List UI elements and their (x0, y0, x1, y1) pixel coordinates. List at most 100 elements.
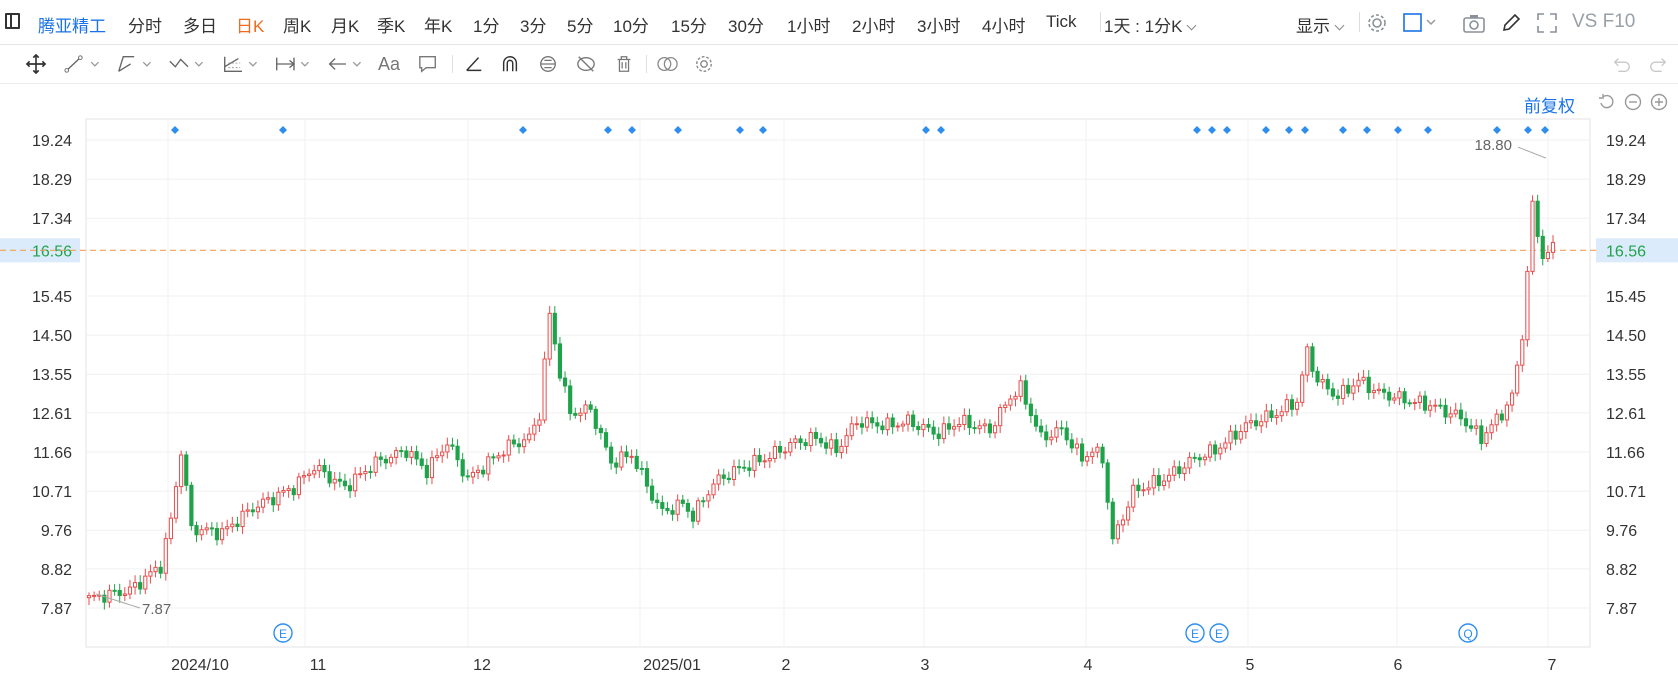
layout-box-icon[interactable] (1402, 12, 1438, 34)
candle-body (911, 414, 916, 427)
period-tab[interactable]: 3小时 (917, 17, 961, 36)
period-tab[interactable]: 5分 (567, 17, 594, 36)
vs-f10-label[interactable]: VS F10 (1572, 11, 1636, 32)
y-tick-label-left: 10.71 (32, 484, 72, 501)
x-tick-label: 2 (782, 657, 791, 674)
multi-period-select[interactable]: 1天 : 1分K (1104, 12, 1197, 37)
trash-icon[interactable] (612, 54, 636, 74)
y-tick-label-right: 17.34 (1606, 211, 1646, 228)
candle-body (491, 456, 496, 459)
candle-body (1325, 378, 1330, 390)
candle-body (583, 404, 588, 414)
candle-body (388, 456, 394, 464)
top-toolbar: 腾亚精工 分时 多日 日K 周K 月K 季K 年K 1分 3分 5分 10分 15分 30分 1小时 2小时… (0, 0, 1678, 45)
candle-body (844, 435, 849, 447)
price-adjust-label[interactable]: 前复权 (1524, 97, 1575, 116)
event-diamond-marker (279, 126, 287, 134)
channel-tool-icon[interactable] (114, 54, 158, 74)
undo-icon[interactable] (1610, 54, 1634, 74)
candle-body (905, 414, 911, 425)
settings-gear-icon[interactable] (1366, 12, 1388, 34)
arrow-tool-icon[interactable] (324, 54, 368, 74)
move-cross-icon[interactable] (24, 54, 48, 74)
period-tab[interactable]: 月K (331, 17, 360, 36)
camera-icon[interactable] (1462, 12, 1486, 34)
y-tick-label-right: 14.50 (1606, 328, 1646, 345)
fib-tool-icon[interactable] (220, 54, 264, 74)
candle-body (1535, 200, 1540, 237)
period-tab[interactable]: 1分 (473, 17, 500, 36)
candle-body (1161, 480, 1167, 486)
text-tool-icon[interactable]: Aa (378, 54, 401, 74)
candle-body (92, 594, 97, 597)
period-tab[interactable]: 3分 (520, 17, 547, 36)
period-tab[interactable]: 15分 (671, 17, 707, 36)
sidebar-toggle-icon[interactable] (5, 13, 20, 29)
candle-body (1146, 487, 1151, 491)
chart-area[interactable]: 19.24 19.24 18.29 18.29 17.34 17.34 16.56 16.56… (0, 90, 1678, 688)
wave-tool-icon[interactable] (166, 54, 210, 74)
period-tab[interactable]: 年K (424, 17, 453, 36)
comment-tool-icon[interactable] (416, 54, 440, 74)
candle-body (235, 523, 240, 528)
candle-body (783, 451, 788, 454)
candle-body (1023, 380, 1028, 405)
candle-body (798, 438, 803, 444)
candle-body (706, 494, 711, 502)
candle-body (1479, 425, 1484, 445)
measure-tool-icon[interactable] (272, 54, 316, 74)
candle-body (1110, 501, 1115, 540)
period-tab[interactable]: 30分 (728, 17, 764, 36)
candlestick-chart[interactable]: 19.24 19.24 18.29 18.29 17.34 17.34 16.56 16.56… (0, 90, 1678, 688)
candle-body (772, 446, 778, 459)
period-tab[interactable]: 季K (377, 17, 406, 36)
candle-body (1172, 466, 1177, 476)
candle-body (1248, 420, 1254, 424)
event-diamond-marker (604, 126, 612, 134)
period-tab[interactable]: 多日 (183, 17, 217, 36)
event-diamond-marker (171, 126, 179, 134)
overlay-compare-icon[interactable] (654, 54, 682, 74)
pencil-icon[interactable] (1500, 12, 1522, 34)
y-tick-label-left: 18.29 (32, 172, 72, 189)
period-tab[interactable]: 4小时 (982, 17, 1026, 36)
candle-body (204, 527, 209, 531)
candle-body (1166, 474, 1172, 482)
candle-body (179, 454, 184, 488)
zoom-out-icon[interactable] (1624, 93, 1642, 111)
angle-tool-icon[interactable] (462, 54, 486, 74)
y-tick-label-left: 19.24 (32, 133, 72, 150)
candle-body (619, 451, 624, 468)
redo-icon[interactable] (1646, 54, 1670, 74)
candle-body (122, 593, 127, 596)
lock-drawing-icon[interactable] (536, 54, 560, 74)
settings-gear-icon[interactable] (692, 54, 716, 74)
period-tab[interactable]: Tick (1046, 12, 1077, 31)
period-tab[interactable]: 10分 (613, 17, 649, 36)
candle-body (639, 467, 644, 470)
y-tick-label-left: 13.55 (32, 367, 72, 384)
period-tab[interactable]: 1小时 (787, 17, 831, 36)
reset-icon[interactable] (1598, 93, 1616, 111)
zoom-in-icon[interactable] (1650, 93, 1668, 111)
stock-name[interactable]: 腾亚精工 (38, 17, 106, 36)
toolbar-divider (452, 55, 453, 73)
period-tab[interactable]: 2小时 (852, 17, 896, 36)
display-menu[interactable]: 显示 (1296, 12, 1345, 37)
candle-body (455, 445, 460, 461)
candle-body (562, 377, 568, 387)
period-tab[interactable]: 分时 (128, 17, 162, 36)
candle-body (1054, 427, 1059, 438)
magnet-icon[interactable] (498, 54, 522, 74)
x-tick-label: 7 (1548, 657, 1557, 674)
fullscreen-icon[interactable] (1536, 12, 1558, 34)
candle-body (1305, 346, 1310, 376)
candle-body (624, 451, 629, 458)
hide-drawing-icon[interactable] (574, 54, 598, 74)
line-tool-icon[interactable] (62, 54, 106, 74)
candle-body (824, 442, 829, 449)
period-tab[interactable]: 日K (236, 17, 265, 36)
period-tab[interactable]: 周K (283, 17, 312, 36)
x-tick-label: 5 (1246, 657, 1255, 674)
candle-body (1540, 235, 1545, 260)
